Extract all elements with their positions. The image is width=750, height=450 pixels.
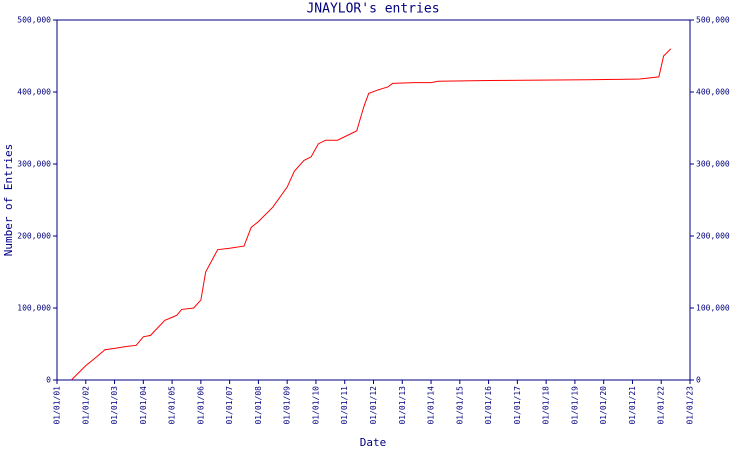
plot-frame — [56, 19, 691, 381]
x-tick-label: 01/01/17 — [513, 386, 522, 425]
x-tick-label: 01/01/09 — [283, 386, 292, 425]
y2-tick-label: 0 — [696, 376, 701, 385]
x-axis-label: Date — [360, 436, 387, 449]
data-line — [71, 48, 672, 381]
x-tick-label: 01/01/22 — [657, 386, 666, 425]
y2-tick-label: 100,000 — [696, 304, 730, 313]
y2-tick-label: 500,000 — [696, 16, 730, 25]
x-tick-label: 01/01/01 — [53, 386, 62, 425]
x-tick-label: 01/01/20 — [599, 386, 608, 425]
x-tick-label: 01/01/13 — [398, 386, 407, 425]
chart-title: JNAYLOR's entries — [306, 2, 439, 17]
x-tick-label: 01/01/10 — [311, 386, 320, 425]
x-tick-label: 01/01/11 — [340, 386, 349, 425]
x-tick-label: 01/01/05 — [168, 386, 177, 425]
y-tick-label: 300,000 — [17, 160, 51, 169]
x-tick-label: 01/01/21 — [628, 386, 637, 425]
x-tick-label: 01/01/12 — [369, 386, 378, 425]
y2-tick-label: 300,000 — [696, 160, 730, 169]
x-tick-label: 01/01/08 — [254, 386, 263, 425]
x-tick-label: 01/01/18 — [542, 386, 551, 425]
x-tick-label: 01/01/23 — [686, 386, 695, 425]
x-tick-label: 01/01/14 — [427, 386, 436, 425]
y-tick-label: 400,000 — [17, 88, 51, 97]
y-tick-label: 500,000 — [17, 16, 51, 25]
x-tick-label: 01/01/04 — [139, 386, 148, 425]
x-tick-label: 01/01/19 — [570, 386, 579, 425]
x-tick-label: 01/01/15 — [455, 386, 464, 425]
y-tick-label: 200,000 — [17, 232, 51, 241]
y-axis-label: Number of Entries — [2, 144, 15, 257]
x-tick-label: 01/01/02 — [81, 386, 90, 425]
x-tick-label: 01/01/07 — [225, 386, 234, 425]
y-tick-label: 100,000 — [17, 304, 51, 313]
y2-tick-label: 200,000 — [696, 232, 730, 241]
x-tick-label: 01/01/03 — [110, 386, 119, 425]
x-tick-label: 01/01/16 — [484, 386, 493, 425]
y-tick-label: 0 — [46, 376, 51, 385]
x-tick-label: 01/01/06 — [196, 386, 205, 425]
y2-tick-label: 400,000 — [696, 88, 730, 97]
